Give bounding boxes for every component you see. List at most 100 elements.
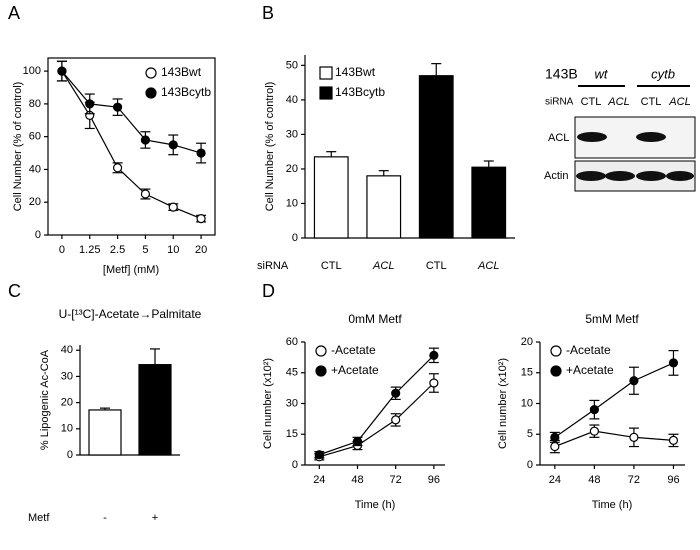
x-tick-label: -: [103, 512, 107, 524]
blot-band: [636, 132, 666, 142]
blot-cell-line: 143B: [545, 66, 578, 82]
x-tick-label: 20: [195, 244, 207, 256]
x-tick-label: ACL: [372, 260, 394, 272]
bar: [88, 409, 122, 456]
plot-frame: [47, 57, 216, 236]
bar: [471, 166, 507, 239]
x-tick-label: 5: [142, 244, 148, 256]
y-axis-label: Cell Number (% of control): [264, 82, 276, 212]
blot-row-label: Actin: [544, 170, 568, 182]
blot-group: cytb: [651, 66, 675, 81]
data-point: [57, 66, 67, 76]
y-tick-label: 10: [61, 423, 73, 435]
y-tick-label: 0: [292, 232, 298, 244]
series-line: [319, 382, 435, 458]
panel-label: C: [8, 281, 21, 301]
x-tick-label: 24: [313, 474, 325, 486]
y-tick-label: 20: [29, 196, 41, 208]
x-tick-label: 1.25: [79, 244, 100, 256]
chart-title: U-[¹³C]-Acetate→Palmitate: [59, 307, 202, 321]
legend-marker: [319, 66, 333, 80]
series-line: [554, 362, 674, 438]
y-axis-label: % Lipogenic Ac-CoA: [39, 349, 51, 450]
series-line: [319, 354, 435, 456]
data-point: [550, 441, 560, 452]
y-tick-label: 30: [61, 370, 73, 382]
x-tick-label: 48: [351, 474, 363, 486]
blot-band: [636, 171, 666, 181]
y-tick-label: 0: [35, 229, 41, 241]
legend-marker: [315, 365, 327, 377]
data-point: [352, 436, 363, 447]
legend-label: 143Bwt: [335, 65, 376, 79]
x-axis-label: siRNA: [257, 260, 289, 272]
x-tick-label: 72: [390, 474, 402, 486]
data-point: [668, 358, 679, 368]
y-tick-label: 0: [527, 459, 533, 471]
x-tick-label: 48: [588, 474, 600, 486]
x-axis-label: Time (h): [592, 499, 633, 511]
y-tick-label: 40: [286, 94, 298, 106]
legend-marker: [145, 67, 157, 79]
y-tick-label: 80: [29, 98, 41, 110]
blot-band: [577, 132, 607, 142]
y-tick-label: 10: [521, 397, 533, 409]
y-tick-label: 0: [292, 459, 298, 471]
legend-label: +Acetate: [331, 363, 379, 377]
bar: [366, 175, 402, 239]
x-tick-label: 24: [549, 474, 561, 486]
bar: [313, 156, 349, 239]
data-point: [140, 135, 151, 145]
x-tick-label: 2.5: [110, 244, 125, 256]
legend-label: 143Bcytb: [335, 85, 385, 99]
bar: [418, 75, 454, 239]
legend-marker: [550, 345, 562, 357]
y-axis-label: Cell number (x10²): [262, 358, 274, 449]
y-tick-label: 40: [61, 344, 73, 356]
x-axis-label: Metf: [28, 512, 50, 524]
chart-title: 0mM Metf: [348, 312, 402, 326]
x-tick-label: 10: [167, 244, 179, 256]
data-point: [629, 432, 639, 442]
y-tick-label: 0: [67, 449, 73, 461]
data-point: [550, 432, 560, 442]
legend-label: -Acetate: [331, 343, 376, 357]
y-axis-label: Cell number (x10²): [497, 358, 509, 449]
chart-title: 5mM Metf: [585, 312, 639, 326]
y-tick-label: 5: [527, 428, 533, 440]
blot-sirna-label: siRNA: [545, 97, 574, 108]
data-point: [429, 350, 439, 360]
panel-label: B: [262, 3, 274, 23]
y-axis-label: Cell Number (% of control): [12, 82, 24, 212]
legend-marker: [319, 86, 333, 100]
legend-marker: [315, 345, 327, 357]
blot-row-label: ACL: [548, 132, 569, 144]
blot-lane: ACL: [668, 96, 690, 108]
data-point: [140, 189, 151, 199]
y-tick-label: 20: [61, 397, 73, 409]
legend-label: -Acetate: [566, 343, 611, 357]
y-tick-label: 15: [521, 367, 533, 379]
data-point: [589, 405, 599, 415]
y-tick-label: 45: [286, 367, 298, 379]
data-point: [589, 426, 599, 436]
x-tick-label: +: [152, 512, 158, 524]
blot-lane: CTL: [581, 96, 602, 108]
series-line: [61, 70, 202, 154]
x-axis-label: [Metf] (mM): [103, 264, 159, 276]
western-blot: 143B wt cytb siRNA CTL ACL CTL ACL ACL A…: [544, 66, 696, 192]
data-point: [112, 163, 123, 173]
blot-lane: CTL: [641, 96, 662, 108]
blot-band: [576, 171, 606, 181]
data-point: [168, 202, 178, 212]
y-tick-label: 60: [29, 131, 41, 143]
x-tick-label: ACL: [477, 260, 499, 272]
data-point: [668, 435, 679, 445]
y-tick-label: 40: [29, 163, 41, 175]
data-point: [629, 376, 639, 386]
data-point: [112, 102, 123, 112]
series-line: [554, 430, 674, 448]
x-tick-label: 72: [628, 474, 640, 486]
